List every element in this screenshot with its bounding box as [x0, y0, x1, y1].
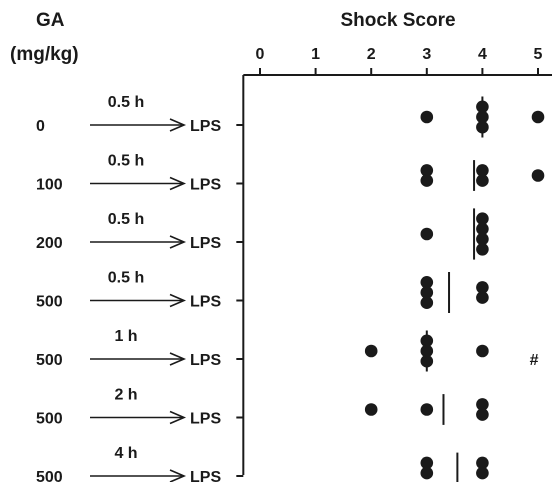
x-tick-label: 3 [422, 46, 431, 63]
row-interval-label: 2 h [114, 387, 137, 404]
row-interval-label: 1 h [114, 328, 137, 345]
x-tick-label: 5 [534, 46, 543, 63]
row-dose-label: 500 [36, 352, 63, 369]
row-interval-label: 0.5 h [108, 270, 144, 287]
data-point [421, 403, 434, 416]
ga-unit-header: (mg/kg) [10, 44, 79, 65]
ga-header: GA [36, 10, 65, 31]
data-point [476, 243, 489, 256]
data-point [532, 169, 545, 182]
row-dose-label: 0 [36, 118, 45, 135]
row-dose-label: 500 [36, 411, 63, 428]
row-dose-label: 200 [36, 235, 63, 252]
x-tick-label: 4 [478, 46, 487, 63]
data-point [476, 345, 489, 358]
data-point [421, 174, 434, 187]
row-treatment-label: LPS [190, 118, 221, 135]
data-point [476, 408, 489, 421]
data-point [421, 296, 434, 309]
row-dose-label: 500 [36, 469, 63, 482]
data-points [365, 97, 544, 482]
x-axis: 0 1 2 3 4 5 [236, 46, 552, 476]
x-tick-label: 2 [367, 46, 376, 63]
x-tick-label: 0 [256, 46, 265, 63]
treatment-rows: 0 0.5 h LPS 100 0.5 h LPS 200 0.5 h LPS 500 0.5 h L… [36, 94, 539, 482]
row-interval-label: 0.5 h [108, 153, 144, 170]
row-interval-label: 4 h [114, 445, 137, 462]
chart-title: Shock Score [340, 10, 455, 31]
significance-marker: # [530, 352, 539, 369]
data-point [476, 467, 489, 480]
data-point [421, 467, 434, 480]
data-point [532, 111, 545, 124]
row-dose-label: 500 [36, 294, 63, 311]
row-treatment-label: LPS [190, 469, 221, 482]
row-treatment-label: LPS [190, 294, 221, 311]
row-interval-label: 0.5 h [108, 94, 144, 111]
row-dose-label: 100 [36, 177, 63, 194]
data-point [476, 291, 489, 304]
data-point [476, 174, 489, 187]
data-point [365, 345, 378, 358]
row-interval-label: 0.5 h [108, 211, 144, 228]
row-treatment-label: LPS [190, 411, 221, 428]
data-point [421, 228, 434, 241]
data-point [365, 403, 378, 416]
row-treatment-label: LPS [190, 177, 221, 194]
data-point [421, 111, 434, 124]
row-treatment-label: LPS [190, 235, 221, 252]
x-tick-label: 1 [311, 46, 320, 63]
row-treatment-label: LPS [190, 352, 221, 369]
